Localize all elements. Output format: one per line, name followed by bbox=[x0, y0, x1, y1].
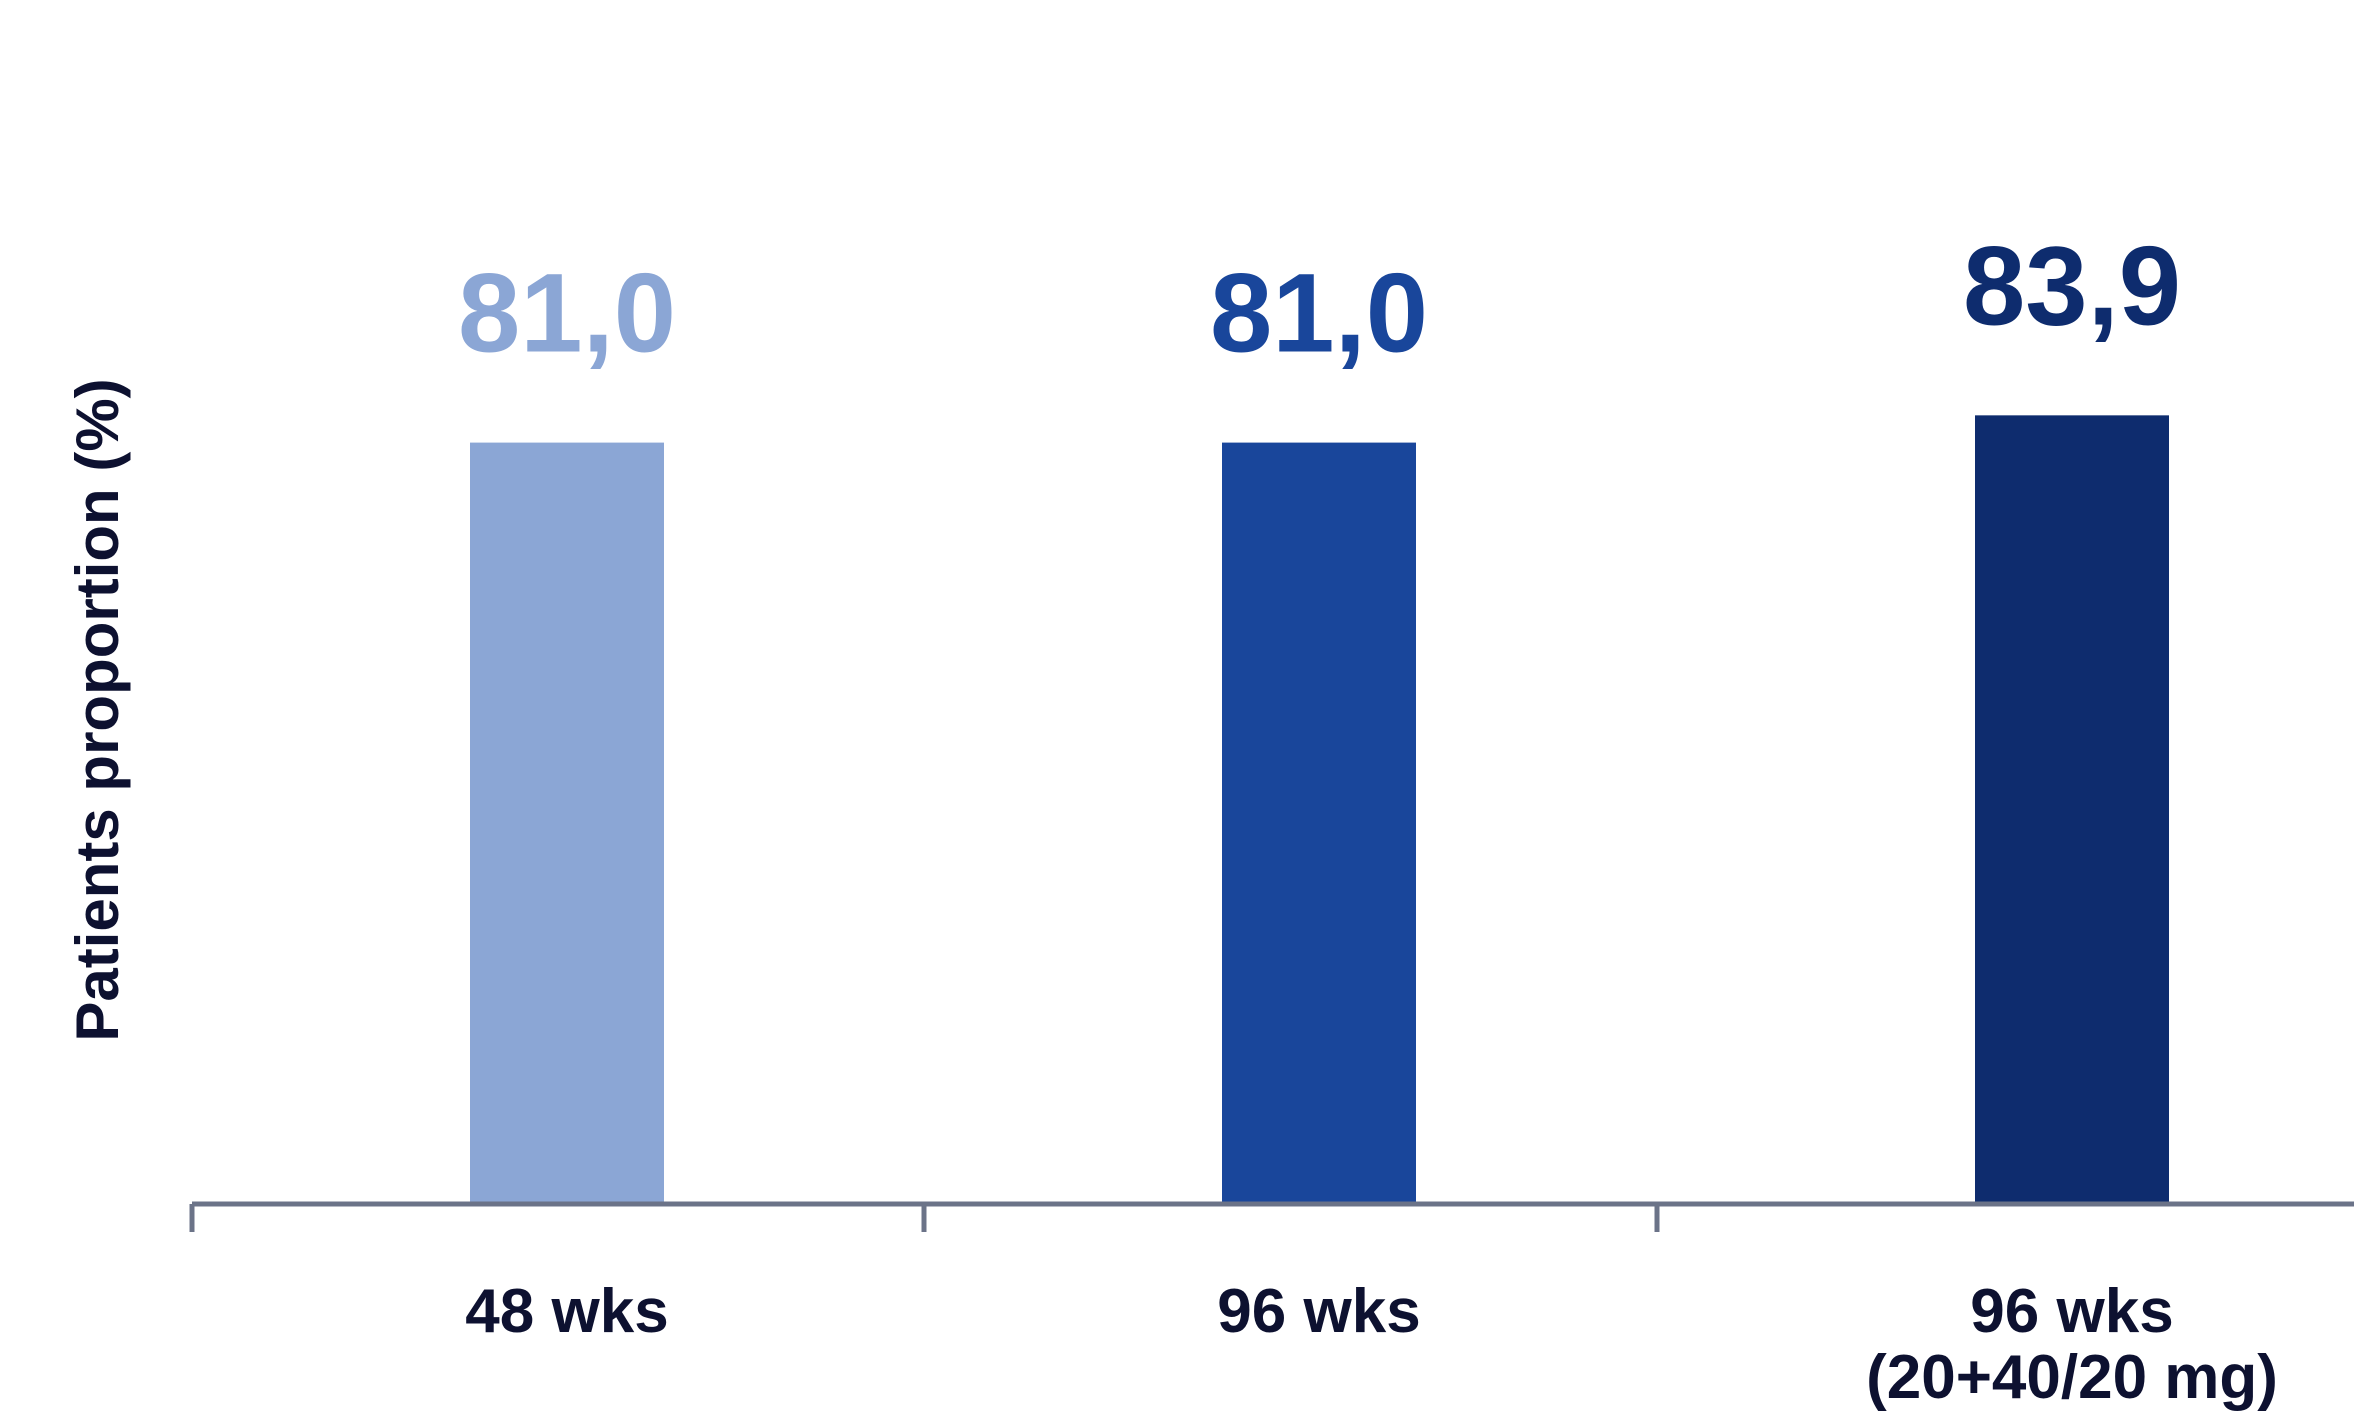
x-axis bbox=[189, 1201, 2354, 1232]
value-labels-group: 81,0 81,0 83,9 bbox=[458, 223, 2181, 375]
value-label-2: 81,0 bbox=[1210, 251, 1428, 376]
category-label-1: 48 wks bbox=[465, 1277, 668, 1346]
category-label-3: 96 wks (20+40/20 mg) bbox=[1866, 1277, 2278, 1412]
value-label-1: 81,0 bbox=[458, 251, 676, 376]
y-axis-label: Patients proportion (%) bbox=[64, 378, 131, 1041]
category-labels-group: 48 wks 96 wks 96 wks (20+40/20 mg) bbox=[465, 1277, 2278, 1412]
category-label-2: 96 wks bbox=[1217, 1277, 1420, 1346]
bar-3 bbox=[1975, 415, 2169, 1205]
value-label-3: 83,9 bbox=[1963, 223, 2181, 348]
bar-1 bbox=[470, 442, 664, 1205]
bar-2 bbox=[1222, 442, 1416, 1205]
bars-group bbox=[470, 415, 2169, 1205]
